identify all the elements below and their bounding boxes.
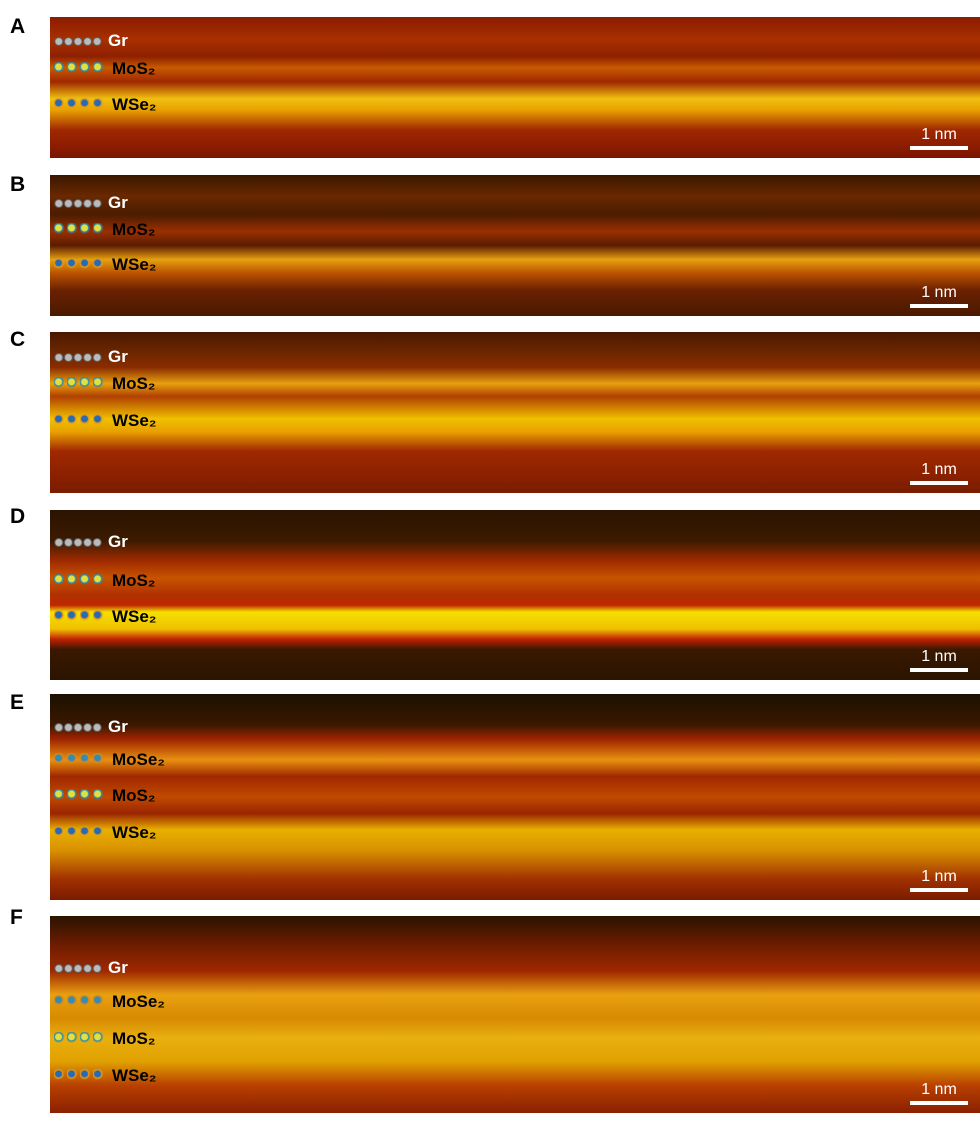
atom-icon xyxy=(54,789,106,803)
layer-name: WSe₂ xyxy=(112,823,156,843)
layer-name: Gr xyxy=(108,31,128,51)
scale-bar-line xyxy=(910,304,968,308)
panel-letter: B xyxy=(10,173,25,197)
micrograph-panel: Gr MoS₂ WSe₂ 1 nm xyxy=(50,17,980,158)
micrograph-panel: Gr MoSe₂ MoS₂ WSe₂ 1 nm xyxy=(50,916,980,1113)
layer-label: MoSe₂ xyxy=(54,750,165,770)
layer-name: WSe₂ xyxy=(112,95,156,115)
atom-icon xyxy=(54,753,106,767)
atom-icon xyxy=(54,723,102,732)
layer-label: MoS₂ xyxy=(54,571,155,591)
atom-icon xyxy=(54,62,106,76)
atom-icon xyxy=(54,377,106,391)
atom-icon xyxy=(54,1069,106,1083)
scale-bar-line xyxy=(910,481,968,485)
layer-label: MoSe₂ xyxy=(54,992,165,1012)
atom-icon xyxy=(54,826,106,840)
figure: {"panels":[ {"letter":"A","layers":["Gr"… xyxy=(0,0,980,1137)
atom-icon xyxy=(54,538,102,547)
layer-name: Gr xyxy=(108,193,128,213)
panel-letter: A xyxy=(10,15,25,39)
layer-name: MoS₂ xyxy=(112,220,155,240)
panel-letter: D xyxy=(10,505,25,529)
scale-bar-label: 1 nm xyxy=(921,1081,957,1098)
atom-icon xyxy=(54,995,106,1009)
atom-icon xyxy=(54,610,106,624)
panel-letter: C xyxy=(10,328,25,352)
layer-name: MoS₂ xyxy=(112,571,155,591)
layer-name: MoS₂ xyxy=(112,1029,155,1049)
layer-label: WSe₂ xyxy=(54,255,156,275)
scale-bar-label: 1 nm xyxy=(921,284,957,301)
layer-name: MoS₂ xyxy=(112,786,155,806)
panel-letter: E xyxy=(10,691,24,715)
atom-icon xyxy=(54,574,106,588)
layer-label: MoS₂ xyxy=(54,1029,155,1049)
layer-name: MoSe₂ xyxy=(112,992,165,1012)
layer-label: MoS₂ xyxy=(54,374,155,394)
micrograph-panel: Gr MoS₂ WSe₂ 1 nm xyxy=(50,332,980,493)
layer-name: MoS₂ xyxy=(112,374,155,394)
layer-label: Gr xyxy=(54,193,128,213)
micrograph-panel: Gr MoSe₂ MoS₂ WSe₂ 1 nm xyxy=(50,694,980,900)
layer-label: MoS₂ xyxy=(54,220,155,240)
layer-label: MoS₂ xyxy=(54,786,155,806)
layer-label: Gr xyxy=(54,958,128,978)
atom-icon xyxy=(54,964,102,973)
layer-name: MoSe₂ xyxy=(112,750,165,770)
scale-bar-label: 1 nm xyxy=(921,126,957,143)
layer-label: WSe₂ xyxy=(54,95,156,115)
atom-icon xyxy=(54,199,102,208)
micrograph-panel: Gr MoS₂ WSe₂ 1 nm xyxy=(50,175,980,316)
layer-name: Gr xyxy=(108,532,128,552)
micrograph-panel: Gr MoS₂ WSe₂ 1 nm xyxy=(50,510,980,680)
layer-name: MoS₂ xyxy=(112,59,155,79)
layer-label: WSe₂ xyxy=(54,607,156,627)
scale-bar-line xyxy=(910,668,968,672)
scale-bar: 1 nm xyxy=(910,648,968,672)
scale-bar: 1 nm xyxy=(910,868,968,892)
scale-bar-line xyxy=(910,146,968,150)
layer-label: Gr xyxy=(54,347,128,367)
layer-label: MoS₂ xyxy=(54,59,155,79)
layer-label: WSe₂ xyxy=(54,411,156,431)
scale-bar-label: 1 nm xyxy=(921,648,957,665)
panel-letter: F xyxy=(10,906,23,930)
atom-icon xyxy=(54,223,106,237)
layer-name: WSe₂ xyxy=(112,1066,156,1086)
layer-name: Gr xyxy=(108,347,128,367)
layer-label: WSe₂ xyxy=(54,823,156,843)
layer-name: WSe₂ xyxy=(112,411,156,431)
atom-icon xyxy=(54,37,102,46)
atom-icon xyxy=(54,1032,106,1046)
layer-name: WSe₂ xyxy=(112,607,156,627)
layer-label: Gr xyxy=(54,532,128,552)
scale-bar-line xyxy=(910,888,968,892)
scale-bar: 1 nm xyxy=(910,126,968,150)
scale-bar-label: 1 nm xyxy=(921,461,957,478)
atom-icon xyxy=(54,98,106,112)
scale-bar-line xyxy=(910,1101,968,1105)
scale-bar: 1 nm xyxy=(910,284,968,308)
layer-name: WSe₂ xyxy=(112,255,156,275)
scale-bar: 1 nm xyxy=(910,1081,968,1105)
layer-label: Gr xyxy=(54,31,128,51)
scale-bar-label: 1 nm xyxy=(921,868,957,885)
atom-icon xyxy=(54,414,106,428)
layer-label: WSe₂ xyxy=(54,1066,156,1086)
layer-name: Gr xyxy=(108,717,128,737)
scale-bar: 1 nm xyxy=(910,461,968,485)
layer-label: Gr xyxy=(54,717,128,737)
atom-icon xyxy=(54,353,102,362)
atom-icon xyxy=(54,258,106,272)
layer-name: Gr xyxy=(108,958,128,978)
